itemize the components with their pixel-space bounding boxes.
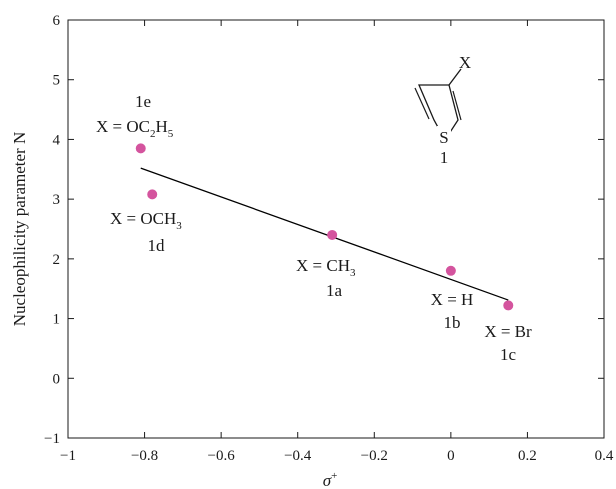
x-axis-title: σ+ [323,470,338,489]
fit-line [140,167,509,301]
annotation-id-1a: 1a [326,281,343,300]
sulfur-label-background [437,126,451,146]
thiophene-double-bond-left [414,87,430,120]
annotation-1d: X = OCH3 1d [110,209,182,255]
x-tick-label: −1 [60,448,76,464]
annotation-1b: X = H 1b [431,290,474,332]
annotation-1a: X = CH3 1a [296,256,356,300]
x-tick-label: 0 [447,448,455,464]
thiophene-double-bond-right [452,90,462,121]
x-tick-label: −0.6 [208,448,236,464]
annotation-formula-1a: X = CH3 [296,256,356,279]
data-point-1d [147,189,158,200]
data-point-1c [503,300,514,311]
y-tick-label: 4 [53,132,61,148]
annotation-id-1e: 1e [135,92,151,111]
annotation-formula-1c: X = Br [484,322,532,341]
annotation-formula-1b: X = H [431,290,474,309]
sulfur-label: S [439,128,448,147]
x-axis-title-superscript: + [331,470,337,482]
data-point-1e [135,143,146,154]
y-tick-label: 1 [53,312,61,328]
y-tick-label: 5 [53,73,61,89]
x-tick-label: 0.4 [595,448,614,464]
annotation-formula-1e: X = OC2H5 [96,117,174,140]
y-tick-label: 2 [53,252,61,268]
data-points [135,143,514,311]
annotation-id-1b: 1b [444,313,461,332]
annotation-1c: X = Br 1c [484,322,532,364]
compound-id-label: 1 [440,148,449,167]
annotation-1e: 1e X = OC2H5 [96,92,174,140]
x-tick-label: −0.8 [131,448,158,464]
y-axis-title: Nucleophilicity parameter N [10,132,29,326]
axis-ticks [67,19,605,439]
thiophene-structure: S X 1 [414,53,471,167]
x-axis-title-symbol: σ [323,471,332,489]
x-tick-label: 0.2 [518,448,537,464]
substituent-bond [448,68,462,86]
axis-tick-labels: −1 −0.8 −0.6 −0.4 −0.2 0 0.2 0.4 −1 0 1 2 3 4 5 6 [44,13,614,464]
y-tick-label: 6 [53,13,61,29]
annotation-formula-1d: X = OCH3 [110,209,182,232]
x-tick-label: −0.2 [361,448,388,464]
annotation-id-1d: 1d [148,236,166,255]
y-tick-label: 3 [53,192,61,208]
y-tick-label: 0 [53,371,61,387]
annotation-id-1c: 1c [500,345,517,364]
substituent-label: X [459,53,471,72]
plot-frame [67,19,605,439]
data-point-1a [327,229,338,240]
x-tick-label: −0.4 [284,448,312,464]
y-tick-label: −1 [44,431,60,447]
data-point-1b [445,265,456,276]
